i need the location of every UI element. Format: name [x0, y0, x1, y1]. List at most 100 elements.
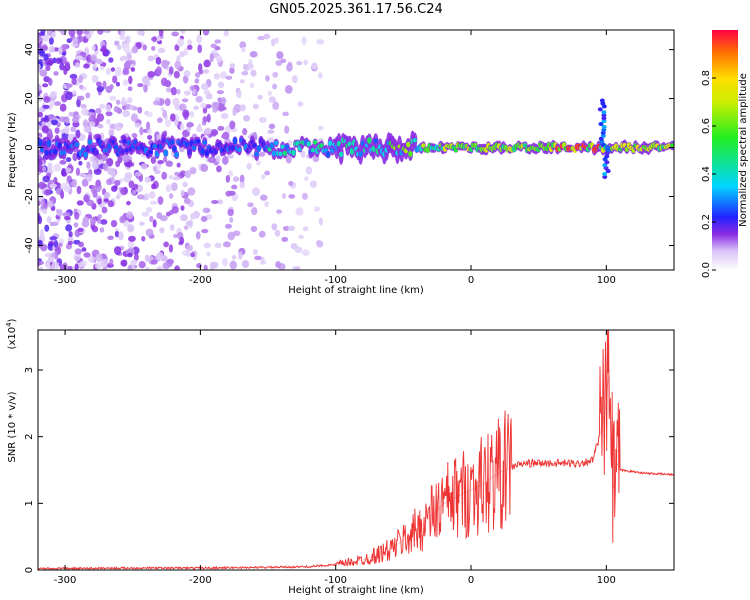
spectrogram-noise-cell [131, 45, 139, 54]
spectrogram-noise-cell [39, 50, 46, 57]
spectrogram-noise-cell [260, 194, 268, 201]
spectrogram-noise-cell [96, 113, 105, 122]
spectrogram-noise-cell [145, 266, 150, 270]
spectrogram-noise-cell [193, 105, 199, 111]
spectrogram-noise-cell [42, 83, 49, 88]
spectrogram-noise-cell [180, 205, 185, 211]
spectrogram-noise-cell [80, 104, 87, 109]
spectrogram-band-core [358, 151, 363, 157]
spectrogram-noise-cell [83, 194, 90, 203]
spectrogram-spike-cell [601, 124, 607, 129]
spectrogram-noise-cell [270, 38, 276, 47]
spectrogram-noise-cell [274, 37, 279, 44]
spectrogram-noise-cell [217, 102, 225, 112]
spectrogram-ytick-label: 20 [24, 92, 35, 105]
spectrogram-noise-cell [70, 126, 77, 133]
spectrogram-noise-cell [186, 244, 194, 252]
spectrogram-noise-cell [116, 44, 122, 51]
spectrogram-noise-cell [122, 153, 130, 163]
spectrogram-noise-cell [187, 187, 196, 196]
spectrogram-noise-cell [38, 69, 47, 74]
spectrogram-noise-cell [113, 246, 122, 255]
snr-ytick-label: 3 [24, 367, 35, 373]
spectrogram-noise-cell [141, 236, 146, 242]
spectrogram-noise-cell [261, 174, 266, 180]
spectrogram-noise-cell [68, 111, 75, 117]
spectrogram-noise-cell [136, 194, 145, 200]
spectrogram-noise-cell [45, 262, 51, 270]
spectrogram-noise-cell [38, 236, 44, 241]
spectrogram-noise-cell [249, 51, 258, 58]
spectrogram-noise-cell [185, 250, 191, 257]
spectrogram-noise-cell [258, 117, 267, 123]
spectrogram-noise-cell [302, 226, 309, 232]
snr-xtick-label: 0 [468, 575, 474, 586]
spectrogram-noise-cell [280, 58, 287, 64]
spectrogram-noise-cell [127, 224, 135, 233]
spectrogram-noise-cell [172, 176, 181, 181]
spectrogram-noise-cell [241, 70, 249, 76]
spectrogram-noise-cell [64, 61, 70, 69]
spectrogram-noise-cell [95, 253, 103, 263]
spectrogram-noise-cell [143, 83, 148, 93]
spectrogram-noise-cell [180, 30, 186, 35]
spectrogram-noise-cell [133, 183, 139, 190]
spectrogram-noise-cell [241, 46, 246, 53]
spectrogram-spike-cell [598, 122, 604, 127]
spectrogram-noise-cell [210, 43, 218, 49]
spectrogram-frame [37, 29, 675, 271]
spectrogram-noise-cell [100, 66, 105, 71]
spectrogram-noise-cell [217, 81, 225, 89]
spectrogram-noise-cell [82, 173, 88, 179]
spectrogram-noise-cell [100, 258, 109, 268]
spectrogram-noise-cell [42, 33, 50, 42]
spectrogram-band-core [200, 147, 205, 155]
spectrogram-band-core [204, 149, 210, 157]
spectrogram-noise-cell [147, 135, 153, 140]
snr-xlabel: Height of straight line (km) [288, 585, 424, 596]
spectrogram-noise-cell [243, 114, 251, 122]
spectrogram-noise-cell [102, 80, 107, 90]
spectrogram-noise-cell [169, 224, 175, 231]
spectrogram-noise-cell [200, 215, 208, 223]
spectrogram-noise-cell [106, 118, 111, 125]
spectrogram-noise-cell [155, 56, 162, 65]
spectrogram-noise-cell [198, 69, 204, 75]
spectrogram-noise-cell [102, 266, 108, 270]
spectrogram-noise-cell [93, 168, 102, 175]
spectrogram-noise-cell [168, 174, 174, 180]
spectrogram-noise-cell [239, 79, 245, 84]
spectrogram-band-core [278, 151, 283, 157]
spectrogram-noise-cell [284, 125, 290, 134]
spectrogram-noise-cell [72, 116, 80, 124]
spectrogram-noise-cell [213, 73, 220, 80]
spectrogram-band-core [408, 150, 413, 157]
spectrogram-noise-cell [317, 125, 324, 131]
spectrogram-noise-cell [250, 225, 258, 232]
spectrogram-noise-cell [128, 75, 133, 85]
spectrogram-noise-cell [210, 199, 219, 205]
spectrogram-noise-cell [300, 150, 306, 158]
spectrogram-noise-cell [91, 74, 99, 83]
spectrogram-noise-cell [190, 212, 196, 220]
spectrogram-noise-cell [173, 233, 178, 239]
spectrogram-noise-cell [145, 111, 153, 118]
spectrogram-noise-cell [216, 165, 222, 173]
spectrogram-ytick-label: -40 [24, 237, 35, 253]
spectrogram-noise-cell [157, 47, 166, 54]
spectrogram-noise-cell [203, 59, 212, 68]
spectrogram-noise-cell [128, 180, 135, 189]
spectrogram-ytick-label: 0 [24, 144, 35, 150]
spectrogram-noise-cell [71, 178, 78, 188]
spectrogram-noise-cell [276, 51, 284, 60]
spectrogram-noise-cell [305, 166, 313, 175]
spectrogram-noise-cell [69, 73, 78, 80]
colorbar-label: Normalized spectral amplitude [738, 73, 749, 227]
spectrogram-noise-cell [66, 175, 72, 183]
spectrogram-noise-cell [272, 71, 279, 78]
spectrogram-noise-cell [214, 242, 222, 249]
spectrogram-noise-cell [211, 261, 219, 269]
spectrogram-noise-cell [42, 104, 50, 109]
spectrogram-noise-cell [161, 171, 168, 180]
spectrogram-noise-cell [229, 63, 236, 69]
